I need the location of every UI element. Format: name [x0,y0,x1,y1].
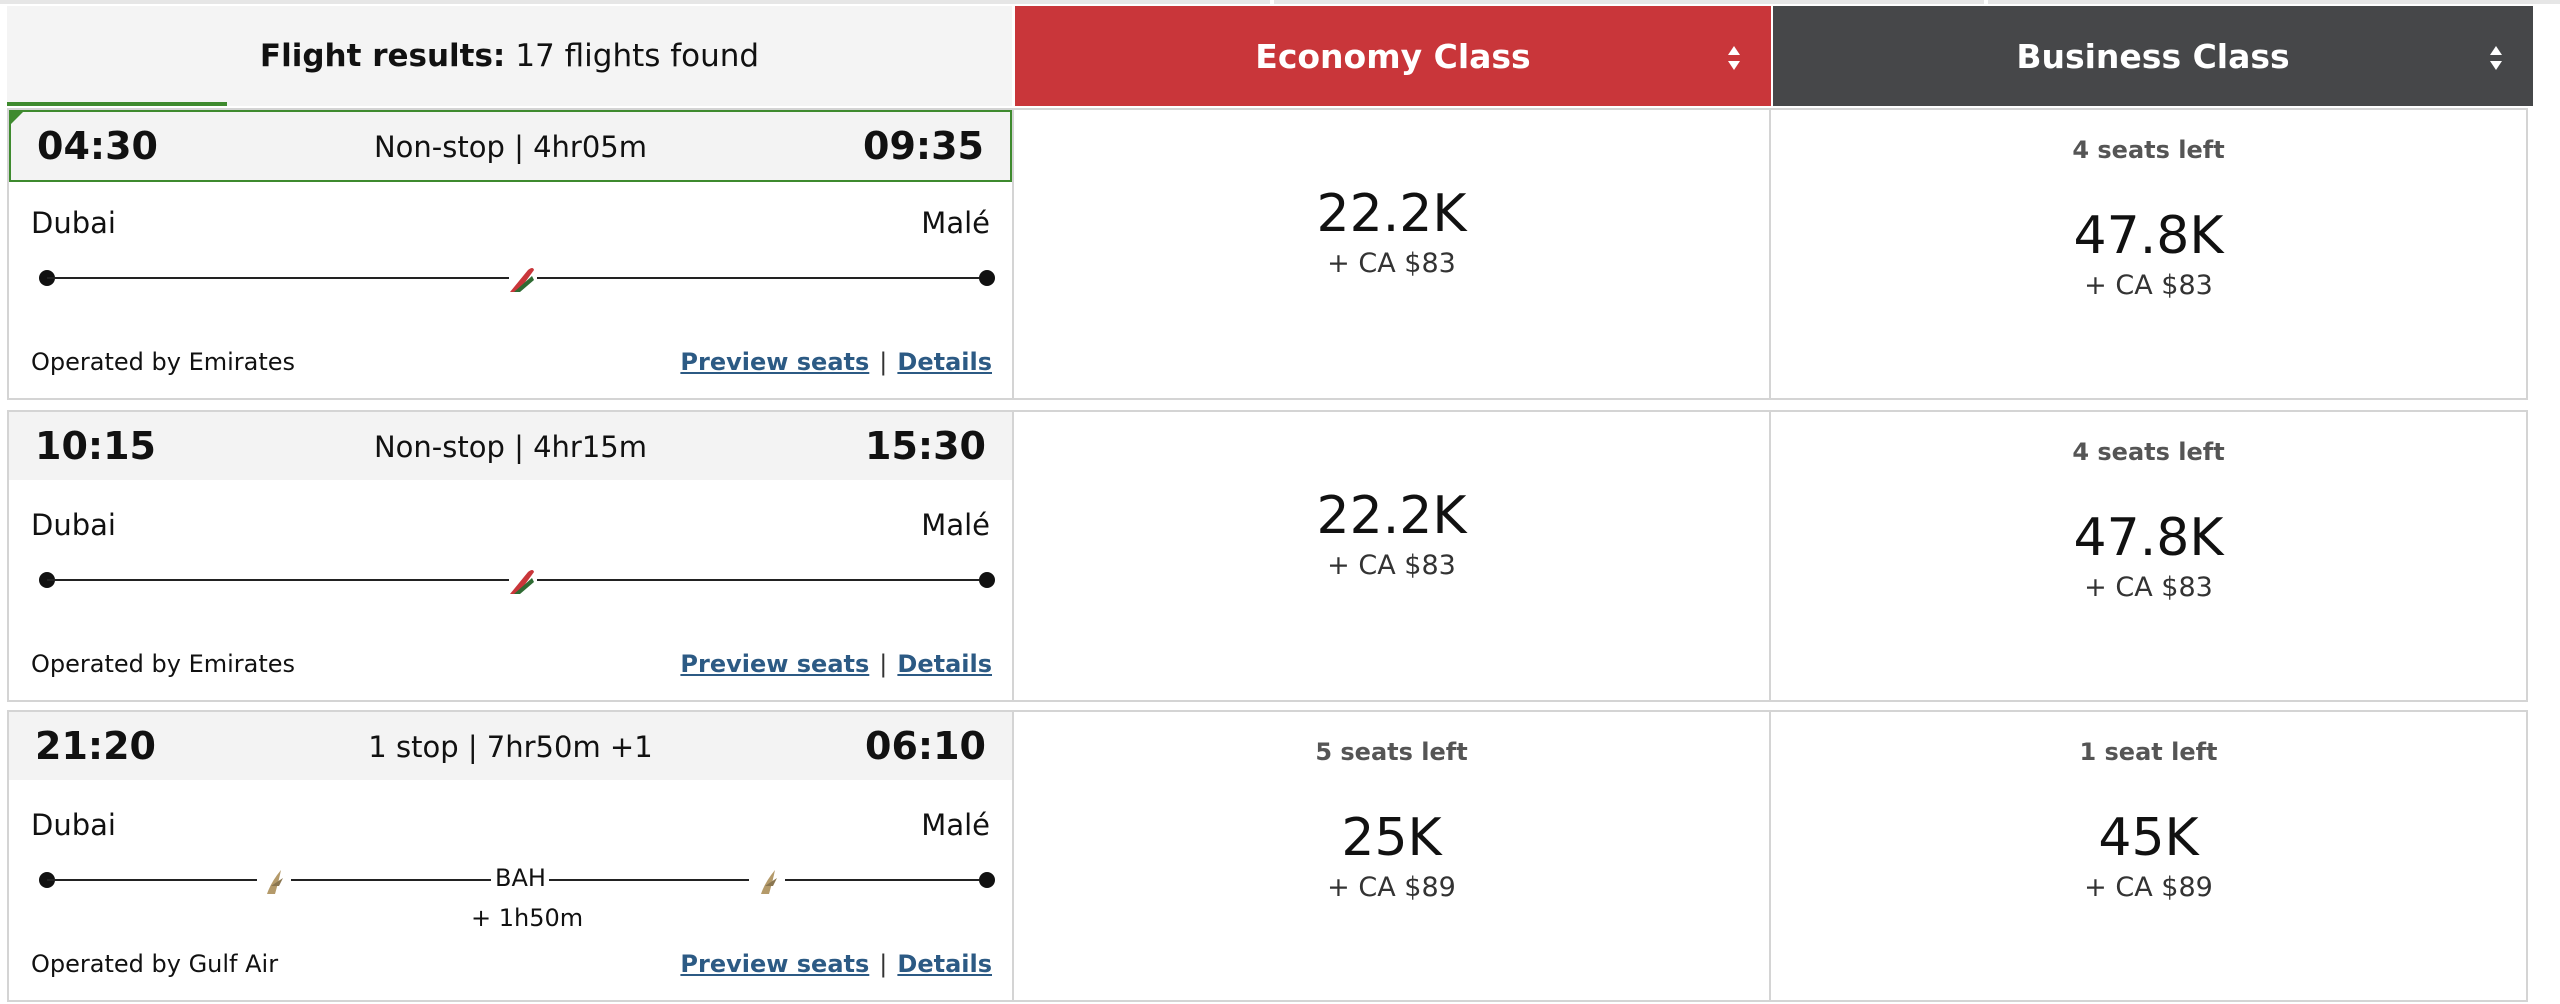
route-segment [291,879,491,881]
destination-dot [979,270,995,286]
business-price: 45K [2098,808,2199,868]
flight-duration: Non-stop | 4hr15m [373,430,648,464]
departure-time: 04:30 [37,124,158,168]
results-count: 17 flights found [515,38,760,74]
economy-fee: + CA $89 [1327,872,1456,903]
results-label: Flight results: [259,38,506,74]
business-fee: + CA $89 [2084,872,2213,903]
flight-time-bar: 04:30 Non-stop | 4hr05m 09:35 [9,110,1012,182]
economy-price: 22.2K [1316,184,1467,244]
destination-dot [979,572,995,588]
flight-time-bar: 21:20 1 stop | 7hr50m +1 06:10 [9,712,1012,780]
arrival-time: 09:35 [863,124,984,168]
preview-seats-link[interactable]: Preview seats [680,950,870,978]
origin-city: Dubai [31,508,116,542]
route-line: BAH + 1h50m [39,860,995,932]
flight-info[interactable]: 04:30 Non-stop | 4hr05m 09:35 Dubai Malé… [9,110,1014,398]
preview-seats-link[interactable]: Preview seats [680,650,870,678]
results-header: Flight results: 17 flights found Economy… [7,6,2533,106]
details-link[interactable]: Details [897,950,992,978]
flight-links: Preview seats | Details [680,348,992,376]
flight-row: 04:30 Non-stop | 4hr05m 09:35 Dubai Malé… [7,108,2528,400]
origin-city: Dubai [31,808,116,842]
route-segment [47,277,509,279]
route-segment [785,879,979,881]
economy-price: 22.2K [1316,486,1467,546]
top-strip-segment [1274,0,1984,4]
economy-fee: + CA $83 [1327,550,1456,581]
departure-time: 10:15 [35,424,156,468]
business-class-label: Business Class [2016,36,2290,76]
operator: Operated by Gulf Air [31,950,279,978]
route-line [39,560,995,600]
results-summary: Flight results: 17 flights found [7,6,1012,106]
emirates-logo-icon [510,570,534,594]
destination-dot [979,872,995,888]
layover-duration: + 1h50m [471,904,584,932]
business-seats-left: 1 seat left [2079,738,2218,766]
flight-duration: 1 stop | 7hr50m +1 [368,730,653,764]
flight-duration: Non-stop | 4hr05m [373,130,648,164]
flight-links: Preview seats | Details [680,950,992,978]
economy-price: 25K [1341,808,1442,868]
link-separator: | [879,348,888,376]
route-line [39,258,995,298]
destination-city: Malé [921,508,990,542]
details-link[interactable]: Details [897,650,992,678]
results-accent-bar [7,102,227,106]
economy-class-header[interactable]: Economy Class [1015,6,1771,106]
flight-row: 10:15 Non-stop | 4hr15m 15:30 Dubai Malé… [7,410,2528,702]
economy-seats-left: 5 seats left [1315,738,1468,766]
route-segment [537,579,979,581]
economy-fare[interactable]: 5 seats left 25K + CA $89 [1014,712,1771,1000]
stopover-airport: BAH [495,864,546,892]
operator: Operated by Emirates [31,650,296,678]
sort-icon[interactable] [1727,44,1741,72]
preview-seats-link[interactable]: Preview seats [680,348,870,376]
flight-time-bar: 10:15 Non-stop | 4hr15m 15:30 [9,412,1012,480]
details-link[interactable]: Details [897,348,992,376]
flight-info[interactable]: 21:20 1 stop | 7hr50m +1 06:10 Dubai Mal… [9,712,1014,1000]
flight-links: Preview seats | Details [680,650,992,678]
arrival-time: 06:10 [865,724,986,768]
destination-city: Malé [921,206,990,240]
business-price: 47.8K [2073,508,2224,568]
business-fare[interactable]: 4 seats left 47.8K + CA $83 [1771,110,2526,398]
economy-fee: + CA $83 [1327,248,1456,279]
arrival-time: 15:30 [865,424,986,468]
top-strip [0,0,2560,6]
route-segment [537,277,979,279]
business-fare[interactable]: 4 seats left 47.8K + CA $83 [1771,412,2526,700]
business-fare[interactable]: 1 seat left 45K + CA $89 [1771,712,2526,1000]
business-seats-left: 4 seats left [2072,438,2225,466]
link-separator: | [879,650,888,678]
business-fee: + CA $83 [2084,572,2213,603]
business-fee: + CA $83 [2084,270,2213,301]
business-class-header[interactable]: Business Class [1773,6,2533,106]
business-seats-left: 4 seats left [2072,136,2225,164]
route-segment [47,579,509,581]
link-separator: | [879,950,888,978]
route-segment [47,879,257,881]
destination-city: Malé [921,808,990,842]
operator: Operated by Emirates [31,348,296,376]
flight-info[interactable]: 10:15 Non-stop | 4hr15m 15:30 Dubai Malé… [9,412,1014,700]
top-strip-segment [0,0,1270,4]
top-strip-segment [1988,0,2560,4]
economy-fare[interactable]: 22.2K + CA $83 [1014,110,1771,398]
flight-row: 21:20 1 stop | 7hr50m +1 06:10 Dubai Mal… [7,710,2528,1002]
route-segment [549,879,749,881]
sort-icon[interactable] [2489,44,2503,72]
selected-corner-marker [9,110,25,126]
departure-time: 21:20 [35,724,156,768]
origin-city: Dubai [31,206,116,240]
economy-fare[interactable]: 22.2K + CA $83 [1014,412,1771,700]
emirates-logo-icon [510,268,534,292]
gulf-air-logo-icon [267,870,283,894]
economy-class-label: Economy Class [1255,36,1531,76]
gulf-air-logo-icon [761,870,777,894]
business-price: 47.8K [2073,206,2224,266]
